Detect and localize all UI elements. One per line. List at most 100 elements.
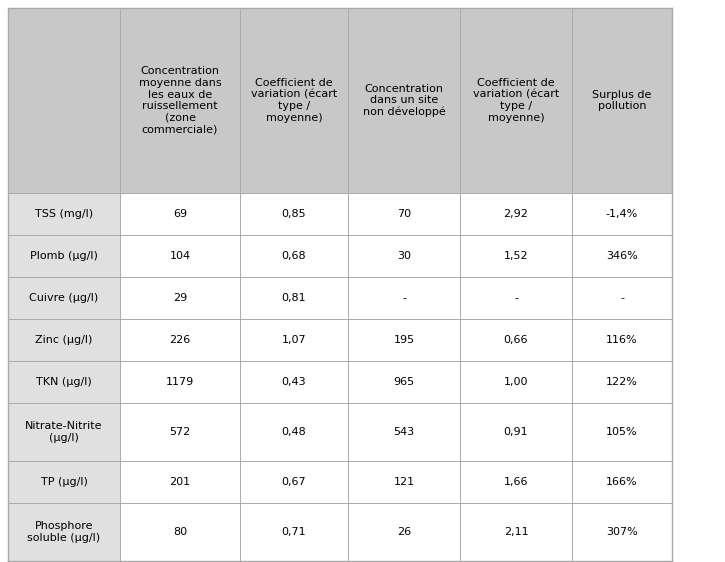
Text: 0,68: 0,68 (282, 251, 306, 261)
Text: 346%: 346% (606, 251, 638, 261)
Bar (120, 235, 240, 277)
Text: 226: 226 (170, 335, 191, 345)
Text: Coefficient de
variation (écart
type /
moyenne): Coefficient de variation (écart type / m… (251, 78, 337, 123)
Bar (240, 403, 348, 461)
Text: -: - (620, 293, 624, 303)
Text: 104: 104 (170, 251, 191, 261)
Bar (348, 235, 460, 277)
Bar (348, 8, 460, 193)
Bar (240, 235, 348, 277)
Text: 0,81: 0,81 (282, 293, 306, 303)
Text: -: - (402, 293, 406, 303)
Bar (348, 361, 460, 403)
Text: 105%: 105% (606, 427, 638, 437)
Bar (460, 403, 572, 461)
Bar (460, 461, 572, 503)
Text: 0,71: 0,71 (282, 527, 306, 537)
Text: 0,43: 0,43 (282, 377, 306, 387)
Text: 0,85: 0,85 (282, 209, 306, 219)
Text: Coefficient de
variation (écart
type /
moyenne): Coefficient de variation (écart type / m… (473, 78, 559, 123)
Bar (240, 503, 348, 561)
Bar (8, 503, 120, 561)
Bar (572, 8, 672, 193)
Bar (348, 277, 460, 319)
Text: 121: 121 (394, 477, 415, 487)
Bar (572, 277, 672, 319)
Bar (348, 503, 460, 561)
Text: -: - (514, 293, 518, 303)
Bar (460, 361, 572, 403)
Text: 1179: 1179 (166, 377, 194, 387)
Bar (8, 235, 120, 277)
Text: 1,07: 1,07 (282, 335, 306, 345)
Bar (572, 319, 672, 361)
Text: 543: 543 (394, 427, 415, 437)
Bar (460, 503, 572, 561)
Text: Phosphore
soluble (µg/l): Phosphore soluble (µg/l) (28, 521, 101, 543)
Bar (8, 193, 120, 235)
Text: 122%: 122% (606, 377, 638, 387)
Bar (240, 361, 348, 403)
Bar (460, 319, 572, 361)
Text: Nitrate-Nitrite
(µg/l): Nitrate-Nitrite (µg/l) (25, 421, 103, 443)
Text: 1,00: 1,00 (504, 377, 529, 387)
Bar (572, 403, 672, 461)
Bar (460, 235, 572, 277)
Bar (120, 277, 240, 319)
Text: 195: 195 (394, 335, 415, 345)
Bar (348, 193, 460, 235)
Bar (8, 461, 120, 503)
Text: 0,67: 0,67 (282, 477, 306, 487)
Text: Plomb (µg/l): Plomb (µg/l) (30, 251, 98, 261)
Bar (240, 461, 348, 503)
Text: 30: 30 (397, 251, 411, 261)
Bar (572, 235, 672, 277)
Bar (240, 193, 348, 235)
Bar (460, 8, 572, 193)
Text: 0,48: 0,48 (281, 427, 307, 437)
Text: 29: 29 (173, 293, 187, 303)
Text: Surplus de
pollution: Surplus de pollution (592, 90, 652, 111)
Bar (572, 503, 672, 561)
Text: TP (µg/l): TP (µg/l) (41, 477, 88, 487)
Text: 80: 80 (173, 527, 187, 537)
Text: 1,66: 1,66 (504, 477, 529, 487)
Bar (8, 403, 120, 461)
Bar (348, 403, 460, 461)
Text: TSS (mg/l): TSS (mg/l) (35, 209, 93, 219)
Text: Concentration
dans un site
non développé: Concentration dans un site non développé (362, 84, 445, 117)
Text: 2,11: 2,11 (504, 527, 529, 537)
Bar (460, 277, 572, 319)
Text: 116%: 116% (606, 335, 638, 345)
Text: 1,52: 1,52 (504, 251, 529, 261)
Bar (120, 319, 240, 361)
Bar (348, 319, 460, 361)
Text: 201: 201 (170, 477, 191, 487)
Text: TKN (µg/l): TKN (µg/l) (36, 377, 92, 387)
Bar (120, 403, 240, 461)
Text: 26: 26 (397, 527, 411, 537)
Text: 0,91: 0,91 (504, 427, 529, 437)
Text: 965: 965 (394, 377, 415, 387)
Bar (8, 319, 120, 361)
Text: 70: 70 (397, 209, 411, 219)
Bar (460, 193, 572, 235)
Bar (572, 461, 672, 503)
Bar (348, 461, 460, 503)
Bar (240, 277, 348, 319)
Bar (120, 503, 240, 561)
Bar (120, 461, 240, 503)
Bar (240, 8, 348, 193)
Text: 69: 69 (173, 209, 187, 219)
Text: 307%: 307% (606, 527, 638, 537)
Bar (120, 193, 240, 235)
Bar (572, 193, 672, 235)
Text: Concentration
moyenne dans
les eaux de
ruissellement
(zone
commerciale): Concentration moyenne dans les eaux de r… (138, 66, 221, 134)
Bar (8, 8, 120, 193)
Text: Zinc (µg/l): Zinc (µg/l) (36, 335, 93, 345)
Bar (572, 361, 672, 403)
Text: 0,66: 0,66 (504, 335, 529, 345)
Text: 166%: 166% (606, 477, 638, 487)
Text: -1,4%: -1,4% (606, 209, 638, 219)
Bar (240, 319, 348, 361)
